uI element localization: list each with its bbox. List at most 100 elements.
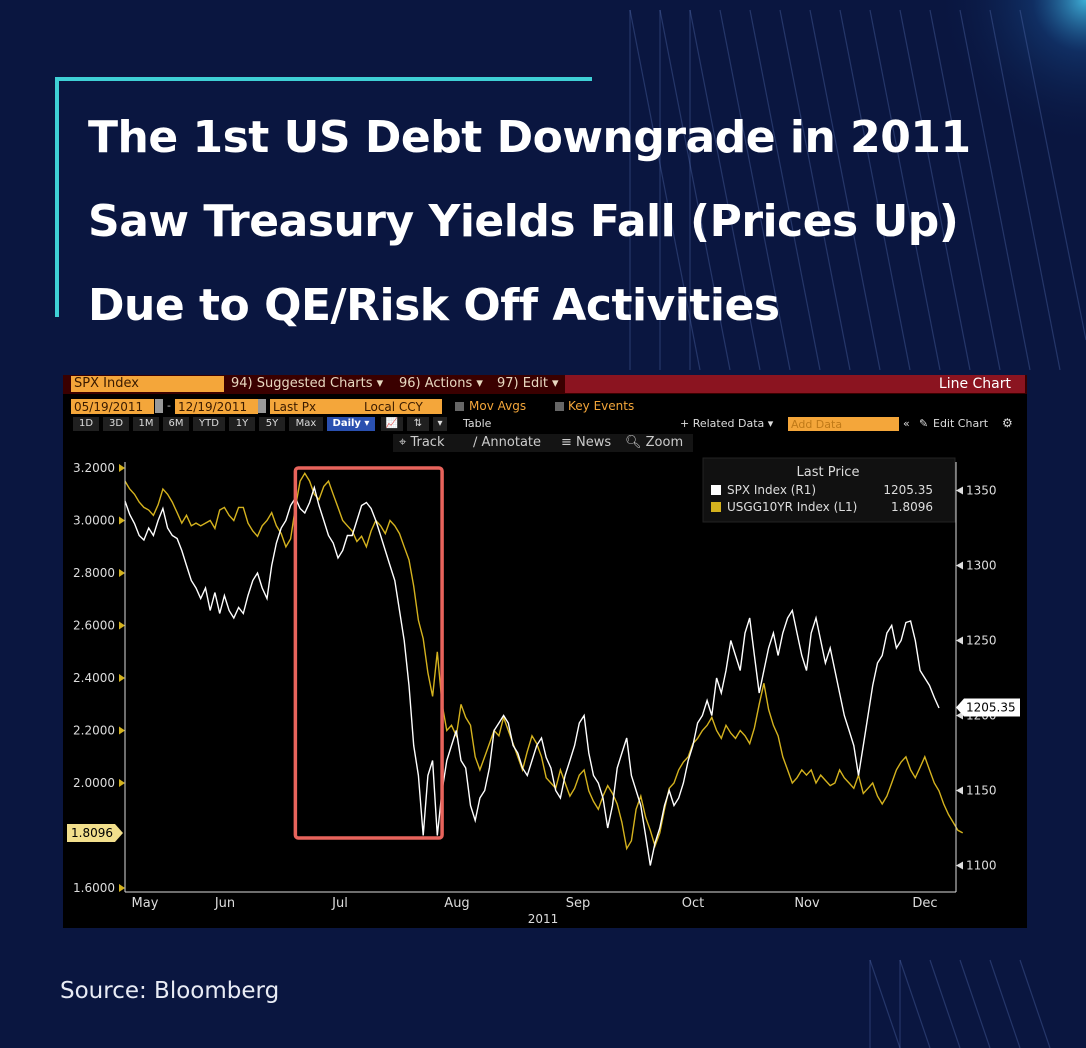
legend-series-name: SPX Index (R1) [727,483,816,497]
period-tab-5y[interactable]: 5Y [259,417,285,431]
mov-avgs-checkbox[interactable] [455,402,464,411]
date-separator: - [167,399,171,412]
gear-icon[interactable]: ⚙ [1002,416,1013,430]
legend-series-value: 1.8096 [891,500,933,514]
left-tick-marker [119,779,125,787]
left-tick-marker [119,884,125,892]
track-label: Track [410,435,445,450]
left-tick-label: 3.0000 [73,514,115,528]
actions-menu[interactable]: 96) Actions ▾ [399,376,483,391]
suggested-charts-menu[interactable]: 94) Suggested Charts ▾ [231,376,384,391]
legend-box [702,457,956,523]
security-field[interactable]: SPX Index [71,376,224,392]
left-tick-label: 1.6000 [73,881,115,895]
right-tick-label: 1300 [966,559,997,573]
left-tick-label: 2.0000 [73,776,115,790]
chart-type-strip [565,375,1025,393]
left-tick-marker [119,464,125,472]
source-caption: Source: Bloomberg [60,978,280,1004]
collapse-icon[interactable]: « [903,417,910,430]
key-events-label[interactable]: Key Events [568,399,635,413]
headline: The 1st US Debt Downgrade in 2011 Saw Tr… [88,96,1068,348]
left-tick-marker [119,726,125,735]
x-tick-label: Jun [214,896,235,911]
x-axis-year-label: 2011 [528,912,559,926]
pencil-icon: ✎ [919,417,929,430]
usgg-last-value-label: 1.8096 [71,826,113,840]
right-tick-label: 1350 [966,484,997,498]
period-tab-1d[interactable]: 1D [73,417,99,431]
period-tab-3d[interactable]: 3D [103,417,129,431]
period-tab-1y[interactable]: 1Y [229,417,255,431]
left-tick-label: 3.2000 [73,461,115,475]
chart-type-label: Line Chart [938,376,1011,392]
left-tick-label: 2.2000 [73,724,115,738]
edit-menu[interactable]: 97) Edit ▾ [497,376,559,391]
title-accent-vertical-bar [55,77,59,317]
right-tick-label: 1250 [966,634,997,648]
magnifier-icon: 🔍︎ [625,435,646,450]
bloomberg-chart-panel: SPX Index 94) Suggested Charts ▾ 96) Act… [63,375,1027,928]
currency-selector[interactable]: Local CCY [361,399,442,414]
left-tick-marker [119,569,125,577]
key-events-checkbox[interactable] [555,402,564,411]
x-tick-label: Sep [566,896,591,911]
news-tool[interactable]: ≡ News [561,435,611,450]
right-tick-label: 1150 [966,784,997,798]
field-selector[interactable]: Last Px [270,399,361,414]
left-tick-marker [119,621,125,630]
title-accent-bar [55,77,592,81]
zoom-tool[interactable]: 🔍︎ Zoom [625,435,683,450]
annotate-icon: ∕ [473,435,482,450]
track-tool[interactable]: ⌖ Track [399,435,444,450]
right-tick-marker [956,711,963,720]
headline-line-1: The 1st US Debt Downgrade in 2011 [88,112,971,163]
start-date-field[interactable]: 05/19/2011 [71,399,154,414]
left-tick-label: 2.4000 [73,671,115,685]
spx-last-value-tag [956,698,1020,717]
annotate-tool[interactable]: ∕ Annotate [473,435,541,450]
frequency-selector[interactable]: Daily ▾ [327,417,375,431]
left-tick-marker [119,516,125,525]
left-tick-marker [119,674,125,682]
spx-last-value-label: 1205.35 [966,700,1016,714]
edit-chart-button[interactable]: Edit Chart [933,417,989,430]
calendar-icon[interactable] [155,399,163,413]
spx-series-line [124,484,940,866]
period-tab-1m[interactable]: 1M [133,417,159,431]
x-tick-label: Aug [444,896,469,911]
legend-series-name: USGG10YR Index (L1) [727,500,857,514]
highlight-box [293,466,444,840]
period-tab-6m[interactable]: 6M [163,417,189,431]
left-tick-label: 2.6000 [73,619,115,633]
x-tick-label: Nov [794,896,820,911]
x-tick-label: Dec [912,896,937,911]
end-date-field[interactable]: 12/19/2011 [175,399,258,414]
chart-style-icon[interactable]: 📈 [381,417,403,431]
right-tick-marker [956,861,963,870]
news-icon: ≡ [561,435,577,450]
right-tick-marker [956,786,963,795]
related-data-menu[interactable]: + Related Data ▾ [680,417,774,430]
right-tick-label: 1100 [966,859,997,873]
period-tab-max[interactable]: Max [289,417,323,431]
x-tick-label: Jul [331,896,348,911]
usgg10yr-series-line [124,471,964,851]
mov-avgs-label[interactable]: Mov Avgs [469,399,527,413]
line-chart: 3.2000 3.0000 2.8000 2.6000 2.4000 2.2000 2.00… [67,457,1020,926]
terminal-menu-bar: SPX Index 94) Suggested Charts ▾ 96) Act… [63,375,1027,394]
right-tick-marker [956,561,963,570]
legend-title: Last Price [797,465,860,480]
calendar-icon[interactable] [258,399,266,413]
period-tab-ytd[interactable]: YTD [193,417,225,431]
crosshair-icon: ⌖ [399,435,411,450]
sort-icon[interactable]: ⇅ [407,417,429,431]
table-button[interactable]: Table [463,417,492,430]
dropdown-icon[interactable]: ▾ [433,417,447,431]
x-tick-label: Oct [682,896,704,911]
legend-swatch [711,502,721,512]
right-tick-marker [956,636,963,645]
add-data-input[interactable]: Add Data [788,417,899,431]
left-tick-label: 2.8000 [73,566,115,580]
headline-line-2: Saw Treasury Yields Fall (Prices Up) [88,196,959,247]
